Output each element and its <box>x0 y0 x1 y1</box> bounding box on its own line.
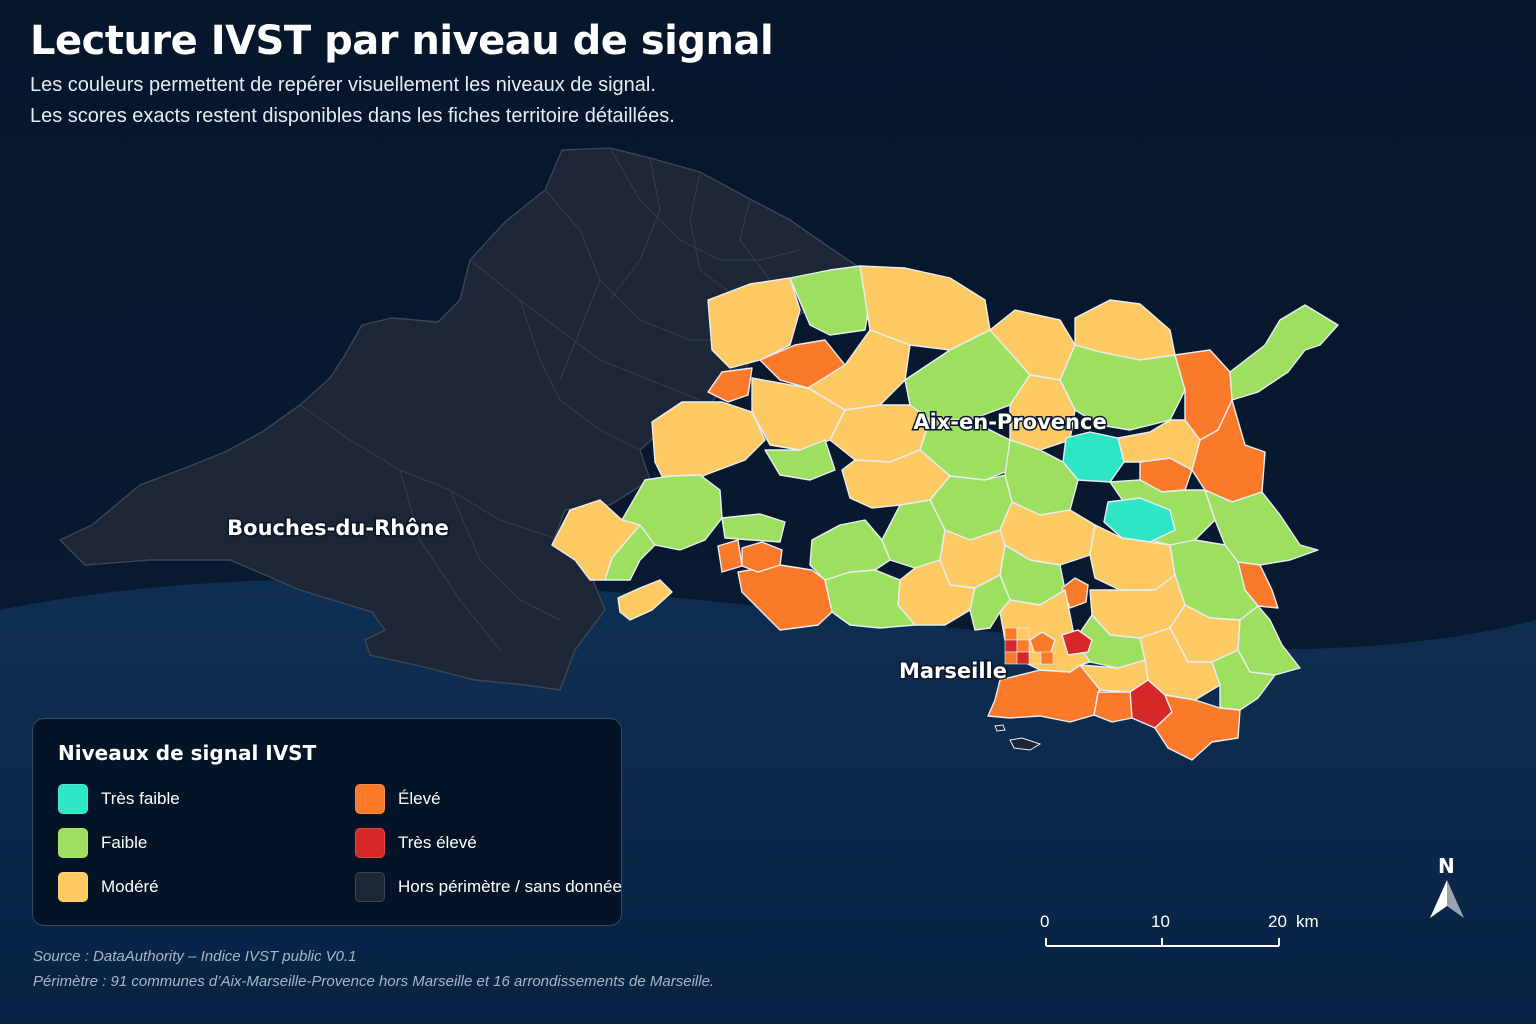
commune-region <box>1191 399 1266 503</box>
source-note: Source : DataAuthority – Indice IVST pub… <box>33 948 357 965</box>
legend-title: Niveaux de signal IVST <box>58 741 317 765</box>
legend-label: Très faible <box>101 789 180 808</box>
legend-swatch <box>58 828 88 858</box>
perimeter-note: Périmètre : 91 communes d’Aix-Marseille-… <box>33 973 715 990</box>
legend-item-tres-faible: Très faible <box>58 783 180 815</box>
scale-tick-20: 20 <box>1268 912 1287 931</box>
commune-region <box>1093 691 1133 723</box>
north-arrow-icon <box>1430 880 1464 918</box>
legend-swatch <box>355 784 385 814</box>
subtitle-line-2: Les scores exacts restent disponibles da… <box>30 105 675 127</box>
legend-label: Élevé <box>398 789 441 808</box>
legend-label: Faible <box>101 833 148 852</box>
islands <box>994 724 1042 751</box>
legend-swatch <box>58 872 88 902</box>
legend-item-faible: Faible <box>58 827 147 859</box>
communes-layer <box>551 265 1339 761</box>
scale-tick-0: 0 <box>1040 912 1050 931</box>
commune-region <box>1103 497 1176 543</box>
commune-region <box>737 564 833 631</box>
page-title: Lecture IVST par niveau de signal <box>30 18 774 64</box>
commune-region <box>1061 629 1093 656</box>
commune-region <box>721 513 786 543</box>
commune-region <box>617 579 673 621</box>
map-label-aix: Aix-en-Provence <box>913 410 1106 434</box>
map-label-department: Bouches-du-Rhône <box>227 516 449 540</box>
commune-region <box>604 524 656 581</box>
legend-item-tres-eleve: Très élevé <box>355 827 477 859</box>
legend-item-hors-perimetre: Hors périmètre / sans donnée <box>355 871 622 903</box>
legend-swatch <box>58 784 88 814</box>
commune-region <box>1229 304 1339 401</box>
legend-label: Modéré <box>101 877 159 896</box>
legend-label: Très élevé <box>398 833 477 852</box>
commune-region <box>707 277 801 369</box>
commune-region <box>707 367 753 403</box>
marseille-urban-detail <box>1004 627 1054 665</box>
commune-region <box>1117 419 1201 471</box>
north-label: N <box>1438 854 1455 878</box>
commune-region <box>881 499 946 569</box>
commune-region <box>1061 577 1089 609</box>
scale-bar <box>1045 938 1280 947</box>
commune-region <box>969 574 1011 631</box>
map-label-marseille: Marseille <box>899 659 1007 683</box>
legend-item-eleve: Élevé <box>355 783 441 815</box>
legend-panel: Niveaux de signal IVST Très faible Faibl… <box>32 718 622 926</box>
scale-tick-10: 10 <box>1151 912 1170 931</box>
commune-region <box>1154 694 1241 761</box>
commune-region <box>764 439 836 481</box>
legend-swatch <box>355 828 385 858</box>
commune-region <box>1237 605 1301 676</box>
legend-label: Hors périmètre / sans donnée <box>398 877 622 896</box>
commune-region <box>717 539 743 573</box>
subtitle-line-1: Les couleurs permettent de repérer visue… <box>30 74 656 96</box>
scale-unit: km <box>1296 912 1319 931</box>
commune-region <box>809 519 891 581</box>
commune-region <box>1211 649 1276 711</box>
legend-item-modere: Modéré <box>58 871 159 903</box>
legend-swatch <box>355 872 385 902</box>
commune-region <box>789 265 871 336</box>
